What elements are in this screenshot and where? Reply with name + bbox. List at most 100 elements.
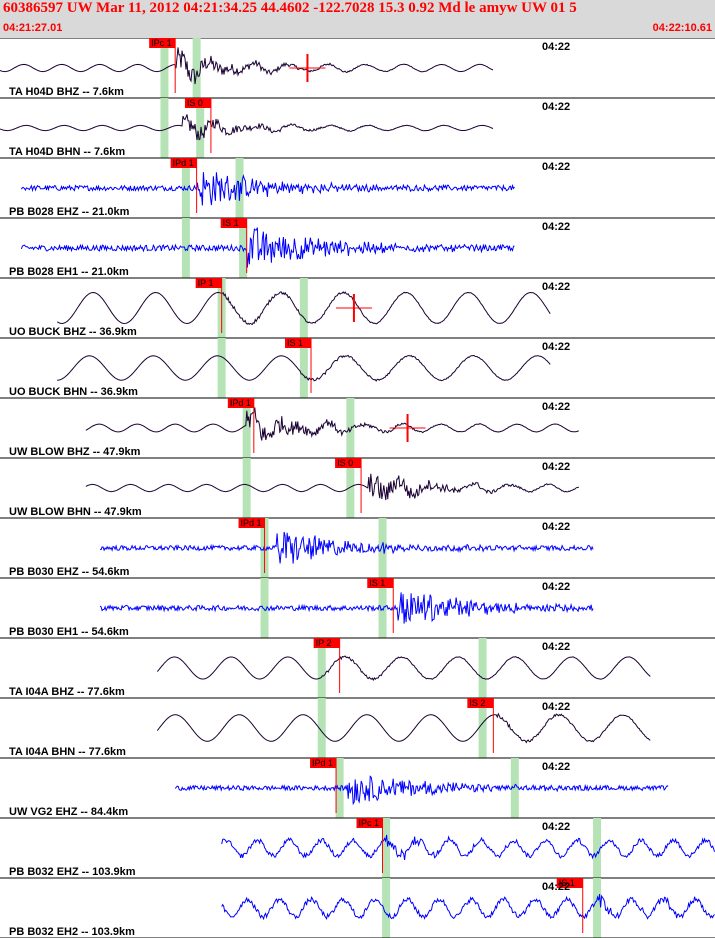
pick-label: IS 1 <box>287 338 303 348</box>
minute-label: 04:22 <box>542 641 570 653</box>
predicted-s-bar <box>478 698 487 758</box>
pick-flag <box>238 518 265 528</box>
predicted-p-bar <box>181 158 190 218</box>
pick-flag <box>310 758 337 768</box>
station-label: PB B030 EH1 -- 54.6km <box>9 626 129 638</box>
predicted-p-bar <box>217 338 226 398</box>
predicted-s-bar <box>196 98 205 158</box>
station-label: PB B028 EH1 -- 21.0km <box>9 266 129 278</box>
pick-flag <box>556 878 583 888</box>
predicted-p-bar <box>382 878 391 938</box>
start-time: 04:21:27.01 <box>3 22 63 34</box>
event-title: 60386597 UW Mar 11, 2012 04:21:34.25 44.… <box>3 0 577 16</box>
pick-label: IS 1 <box>559 878 575 888</box>
pick-flag <box>170 158 197 168</box>
seismogram-trace <box>20 172 515 206</box>
seismogram-trace <box>99 531 594 564</box>
seismogram-trace <box>57 354 551 382</box>
minute-label: 04:22 <box>542 761 570 773</box>
pick-flag <box>285 338 312 348</box>
pick-flag <box>195 278 222 288</box>
predicted-s-bar <box>510 758 519 818</box>
predicted-s-bar <box>299 338 308 398</box>
pick-label: IPd 1 <box>241 518 262 528</box>
pick-label: IP 2 <box>316 638 332 648</box>
station-label: UW VG2 EHZ -- 84.4km <box>9 806 128 818</box>
pick-flag <box>467 698 494 708</box>
header-bar: 60386597 UW Mar 11, 2012 04:21:34.25 44.… <box>0 0 715 38</box>
pick-label: IPc 1 <box>151 38 172 48</box>
station-label: TA I04A BHN -- 77.6km <box>9 746 126 758</box>
minute-label: 04:22 <box>542 341 570 353</box>
predicted-s-bar <box>478 638 487 698</box>
minute-label: 04:22 <box>542 521 570 533</box>
station-label: UW BLOW BHN -- 47.9km <box>9 506 142 518</box>
seismogram-trace <box>85 407 579 441</box>
pick-flag <box>149 38 176 48</box>
pick-flag <box>335 458 362 468</box>
seismogram-trace <box>0 114 494 141</box>
minute-label: 04:22 <box>542 41 570 53</box>
seismogram-trace <box>156 712 651 744</box>
pick-label: IPc 1 <box>359 818 380 828</box>
pick-label: IPd 1 <box>312 758 333 768</box>
pick-label: IPd 1 <box>230 398 251 408</box>
predicted-p-bar <box>242 458 251 518</box>
seismogram-trace <box>0 47 494 85</box>
station-label: UO BUCK BHZ -- 36.9km <box>9 326 137 338</box>
pick-flag <box>356 818 383 828</box>
pick-flag <box>367 578 394 588</box>
end-time: 04:22:10.61 <box>652 22 712 34</box>
minute-label: 04:22 <box>542 461 570 473</box>
station-label: PB B032 EH2 -- 103.9km <box>9 926 135 938</box>
predicted-p-bar <box>160 98 169 158</box>
predicted-s-bar <box>192 38 201 98</box>
predicted-s-bar <box>378 518 387 578</box>
station-label: PB B030 EHZ -- 54.6km <box>9 566 130 578</box>
predicted-s-bar <box>346 398 355 458</box>
predicted-s-bar <box>378 578 387 638</box>
pick-flag <box>227 398 254 408</box>
predicted-p-bar <box>242 398 251 458</box>
predicted-p-bar <box>181 218 190 278</box>
pick-label: IP 1 <box>198 278 214 288</box>
station-label: TA H04D BHN -- 7.6km <box>9 146 125 158</box>
station-label: TA I04A BHZ -- 77.6km <box>9 686 125 698</box>
pick-label: IS 1 <box>369 578 385 588</box>
predicted-p-bar <box>317 638 326 698</box>
predicted-s-bar <box>593 878 602 938</box>
minute-label: 04:22 <box>542 101 570 113</box>
minute-label: 04:22 <box>542 701 570 713</box>
station-label: PB B032 EHZ -- 103.9km <box>9 866 136 878</box>
station-label: TA H04D BHZ -- 7.6km <box>9 86 124 98</box>
seismogram-trace <box>20 227 515 268</box>
predicted-s-bar <box>593 818 602 878</box>
minute-label: 04:22 <box>542 161 570 173</box>
pick-flag <box>220 218 247 228</box>
pick-label: IS 0 <box>337 458 353 468</box>
pick-flag <box>313 638 340 648</box>
predicted-s-bar <box>235 158 244 218</box>
minute-label: 04:22 <box>542 821 570 833</box>
minute-label: 04:22 <box>542 281 570 293</box>
predicted-s-bar <box>346 458 355 518</box>
seismogram-plot: IPc 1 04:22 TA H04D BHZ -- 7.6km IS 0 04:22 T… <box>0 38 715 938</box>
station-label: PB B028 EHZ -- 21.0km <box>9 206 130 218</box>
minute-label: 04:22 <box>542 221 570 233</box>
predicted-p-bar <box>317 698 326 758</box>
seismogram-trace <box>221 834 715 860</box>
seismogram-trace <box>156 655 651 682</box>
pick-flag <box>184 98 211 108</box>
seismogram-trace <box>174 775 669 806</box>
pick-label: IS 1 <box>223 218 239 228</box>
pick-label: IS 0 <box>187 98 203 108</box>
predicted-p-bar <box>160 38 169 98</box>
seismogram-trace <box>99 592 594 624</box>
minute-label: 04:22 <box>542 581 570 593</box>
predicted-s-bar <box>239 218 248 278</box>
minute-label: 04:22 <box>542 881 570 893</box>
seismogram-trace <box>85 473 579 501</box>
station-label: UO BUCK BHN -- 36.9km <box>9 386 138 398</box>
pick-label: IPd 1 <box>173 158 194 168</box>
seismogram-trace <box>221 894 715 921</box>
